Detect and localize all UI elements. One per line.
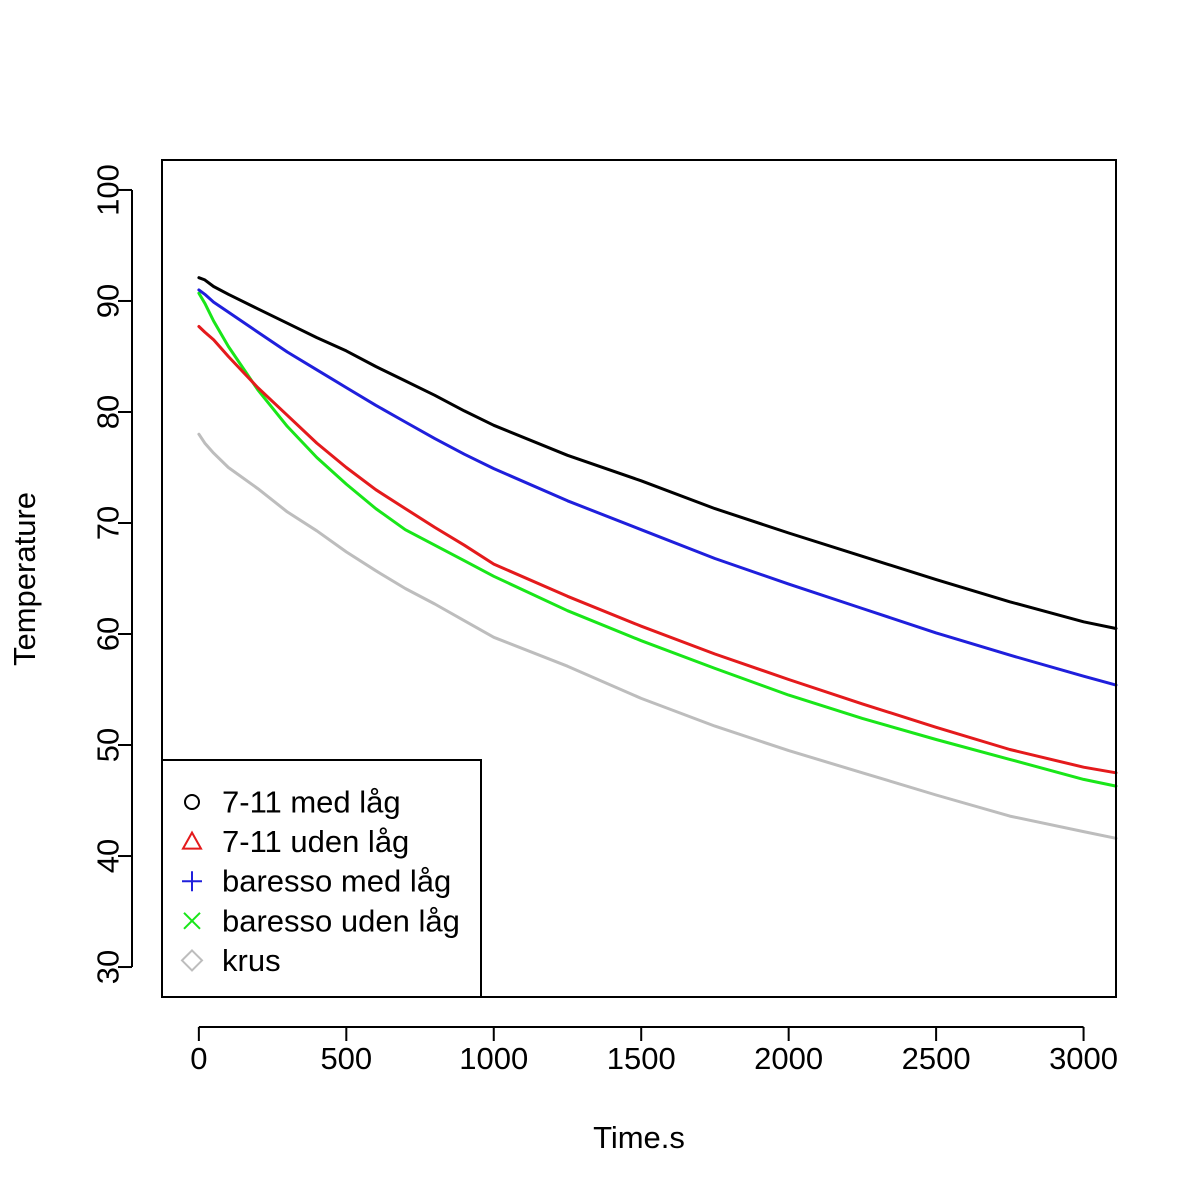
y-tick-label: 80 bbox=[91, 395, 126, 429]
legend-label: 7-11 med låg bbox=[222, 785, 401, 820]
y-tick-label: 50 bbox=[91, 728, 126, 762]
y-tick-label: 90 bbox=[91, 284, 126, 318]
x-tick-label: 1500 bbox=[607, 1041, 676, 1076]
plot-frame bbox=[161, 159, 1117, 998]
legend-marker-plus bbox=[182, 871, 202, 892]
x-tick-label: 1000 bbox=[459, 1041, 528, 1076]
y-axis-label: Temperature bbox=[7, 492, 42, 666]
x-tick-label: 500 bbox=[320, 1041, 372, 1076]
legend-label: krus bbox=[222, 943, 281, 978]
legend-box bbox=[161, 759, 482, 998]
y-tick-label: 70 bbox=[91, 506, 126, 540]
x-tick-label: 3000 bbox=[1049, 1041, 1118, 1076]
legend: 7-11 med låg 7-11 uden låg baresso med låg… bbox=[161, 759, 482, 998]
x-axis-label: Time.s bbox=[593, 1120, 685, 1155]
series-layer bbox=[197, 276, 1118, 840]
y-tick-label: 40 bbox=[91, 839, 126, 873]
legend-label: 7-11 uden låg bbox=[222, 824, 409, 859]
legend-label: baresso uden låg bbox=[222, 903, 460, 938]
series-line-1 bbox=[197, 325, 1118, 775]
y-tick-label: 60 bbox=[91, 617, 126, 651]
legend-marker-diamond bbox=[180, 948, 204, 972]
legend-marker-cross bbox=[183, 912, 201, 930]
series-line-2 bbox=[197, 288, 1118, 687]
series-line-3 bbox=[197, 291, 1118, 788]
legend-marker-triangle bbox=[181, 830, 203, 850]
x-axis: 0 500 1000 1500 2000 2500 3000 bbox=[190, 1026, 1118, 1076]
legend-marker-circle bbox=[184, 794, 200, 810]
series-line-4 bbox=[197, 432, 1118, 840]
y-tick-label: 100 bbox=[91, 164, 126, 216]
x-tick-label: 2500 bbox=[902, 1041, 971, 1076]
series-line-0 bbox=[197, 276, 1118, 630]
x-tick-label: 2000 bbox=[754, 1041, 823, 1076]
y-tick-label: 30 bbox=[91, 950, 126, 984]
y-axis: 30 40 50 60 70 80 90 100 bbox=[91, 164, 133, 984]
legend-label: baresso med låg bbox=[222, 864, 451, 899]
x-tick-label: 0 bbox=[190, 1041, 207, 1076]
